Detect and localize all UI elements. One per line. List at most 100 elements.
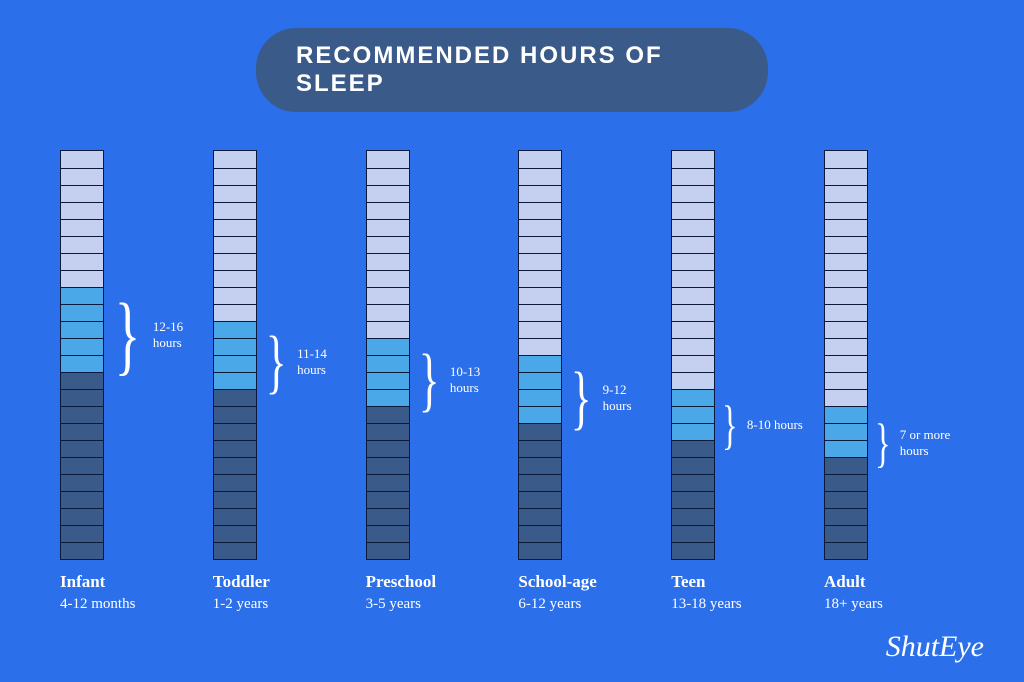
group-name: Toddler: [213, 572, 353, 592]
bar-segment: [672, 372, 714, 389]
label-column: Teen 13-18 years: [671, 572, 811, 613]
bar-segment: [825, 338, 867, 355]
bar-segment: [367, 474, 409, 491]
bar-segment: [61, 287, 103, 304]
bar-segment: [61, 372, 103, 389]
annotation-text: 8-10 hours: [747, 417, 803, 433]
bar: [518, 150, 562, 560]
bar-segment: [367, 542, 409, 559]
bar-segment: [825, 491, 867, 508]
bar-segment: [519, 151, 561, 168]
bar-segment: [825, 355, 867, 372]
bar-segment: [672, 423, 714, 440]
range-annotation: }11-14 hours: [259, 326, 353, 398]
bar-segment: [367, 355, 409, 372]
bar-column: }8-10 hours: [671, 150, 811, 560]
bar-segment: [672, 338, 714, 355]
bar-segment: [825, 525, 867, 542]
bar-segment: [825, 321, 867, 338]
bar-segment: [367, 440, 409, 457]
group-age: 4-12 months: [60, 596, 200, 613]
group-name: Infant: [60, 572, 200, 592]
group-age: 18+ years: [824, 596, 964, 613]
bar-segment: [672, 287, 714, 304]
group-name: Teen: [671, 572, 811, 592]
bar-segment: [519, 457, 561, 474]
bar-segment: [825, 389, 867, 406]
bar: [824, 150, 868, 560]
bar-segment: [825, 457, 867, 474]
bar-segment: [61, 457, 103, 474]
bar-segment: [61, 151, 103, 168]
annotation-text: 12-16 hours: [153, 319, 200, 350]
bar-segment: [519, 474, 561, 491]
bar-segment: [61, 253, 103, 270]
group-name: School-age: [518, 572, 658, 592]
brand-logo: ShutEye: [886, 630, 984, 664]
bar-segment: [825, 185, 867, 202]
bar-segment: [825, 270, 867, 287]
bar-segment: [519, 423, 561, 440]
labels-row: Infant 4-12 months Toddler 1-2 years Prescho…: [60, 572, 964, 613]
group-age: 1-2 years: [213, 596, 353, 613]
bar-segment: [519, 508, 561, 525]
bar-segment: [519, 219, 561, 236]
bar-segment: [367, 168, 409, 185]
bar-segment: [214, 372, 256, 389]
bar-segment: [672, 304, 714, 321]
bar-segment: [214, 304, 256, 321]
bar-segment: [367, 270, 409, 287]
bar-segment: [214, 338, 256, 355]
bar-segment: [519, 525, 561, 542]
bar-segment: [214, 168, 256, 185]
label-column: Toddler 1-2 years: [213, 572, 353, 613]
bar-segment: [214, 219, 256, 236]
annotation-text: 9-12 hours: [603, 382, 659, 413]
annotation-text: 11-14 hours: [297, 346, 353, 377]
bar-segment: [672, 236, 714, 253]
bar-segment: [214, 236, 256, 253]
bar-segment: [61, 202, 103, 219]
bar-segment: [61, 338, 103, 355]
bar-segment: [214, 253, 256, 270]
bar-segment: [519, 440, 561, 457]
bar-segment: [367, 508, 409, 525]
bar-segment: [672, 168, 714, 185]
bar-segment: [825, 202, 867, 219]
bar-segment: [367, 287, 409, 304]
bar-segment: [672, 525, 714, 542]
bar-segment: [367, 219, 409, 236]
bar-segment: [367, 491, 409, 508]
chart-area: }12-16 hours}11-14 hours}10-13 hours}9-1…: [60, 120, 964, 560]
bar-segment: [61, 168, 103, 185]
bar-segment: [214, 389, 256, 406]
label-column: School-age6-12 years: [518, 572, 658, 613]
group-name: Preschool: [366, 572, 506, 592]
bar-segment: [672, 355, 714, 372]
bar-segment: [519, 253, 561, 270]
bar-segment: [672, 185, 714, 202]
group-age: 13-18 years: [671, 596, 811, 613]
bar-column: }9-12 hours: [518, 150, 658, 560]
bar: [60, 150, 104, 560]
bar-segment: [61, 508, 103, 525]
bar-column: }12-16 hours: [60, 150, 200, 560]
bar-segment: [214, 270, 256, 287]
bar-segment: [214, 508, 256, 525]
bar-segment: [214, 151, 256, 168]
bar-segment: [61, 423, 103, 440]
bar: [213, 150, 257, 560]
bar-segment: [672, 457, 714, 474]
label-column: Preschool3-5 years: [366, 572, 506, 613]
bar-segment: [367, 457, 409, 474]
bar-segment: [61, 321, 103, 338]
curly-brace-icon: }: [418, 359, 439, 402]
bar-column: }10-13 hours: [366, 150, 506, 560]
bar-segment: [825, 542, 867, 559]
bar-segment: [214, 287, 256, 304]
bar-segment: [825, 168, 867, 185]
label-column: Infant 4-12 months: [60, 572, 200, 613]
curly-brace-icon: }: [875, 427, 890, 459]
bar-segment: [214, 542, 256, 559]
bar-segment: [61, 389, 103, 406]
